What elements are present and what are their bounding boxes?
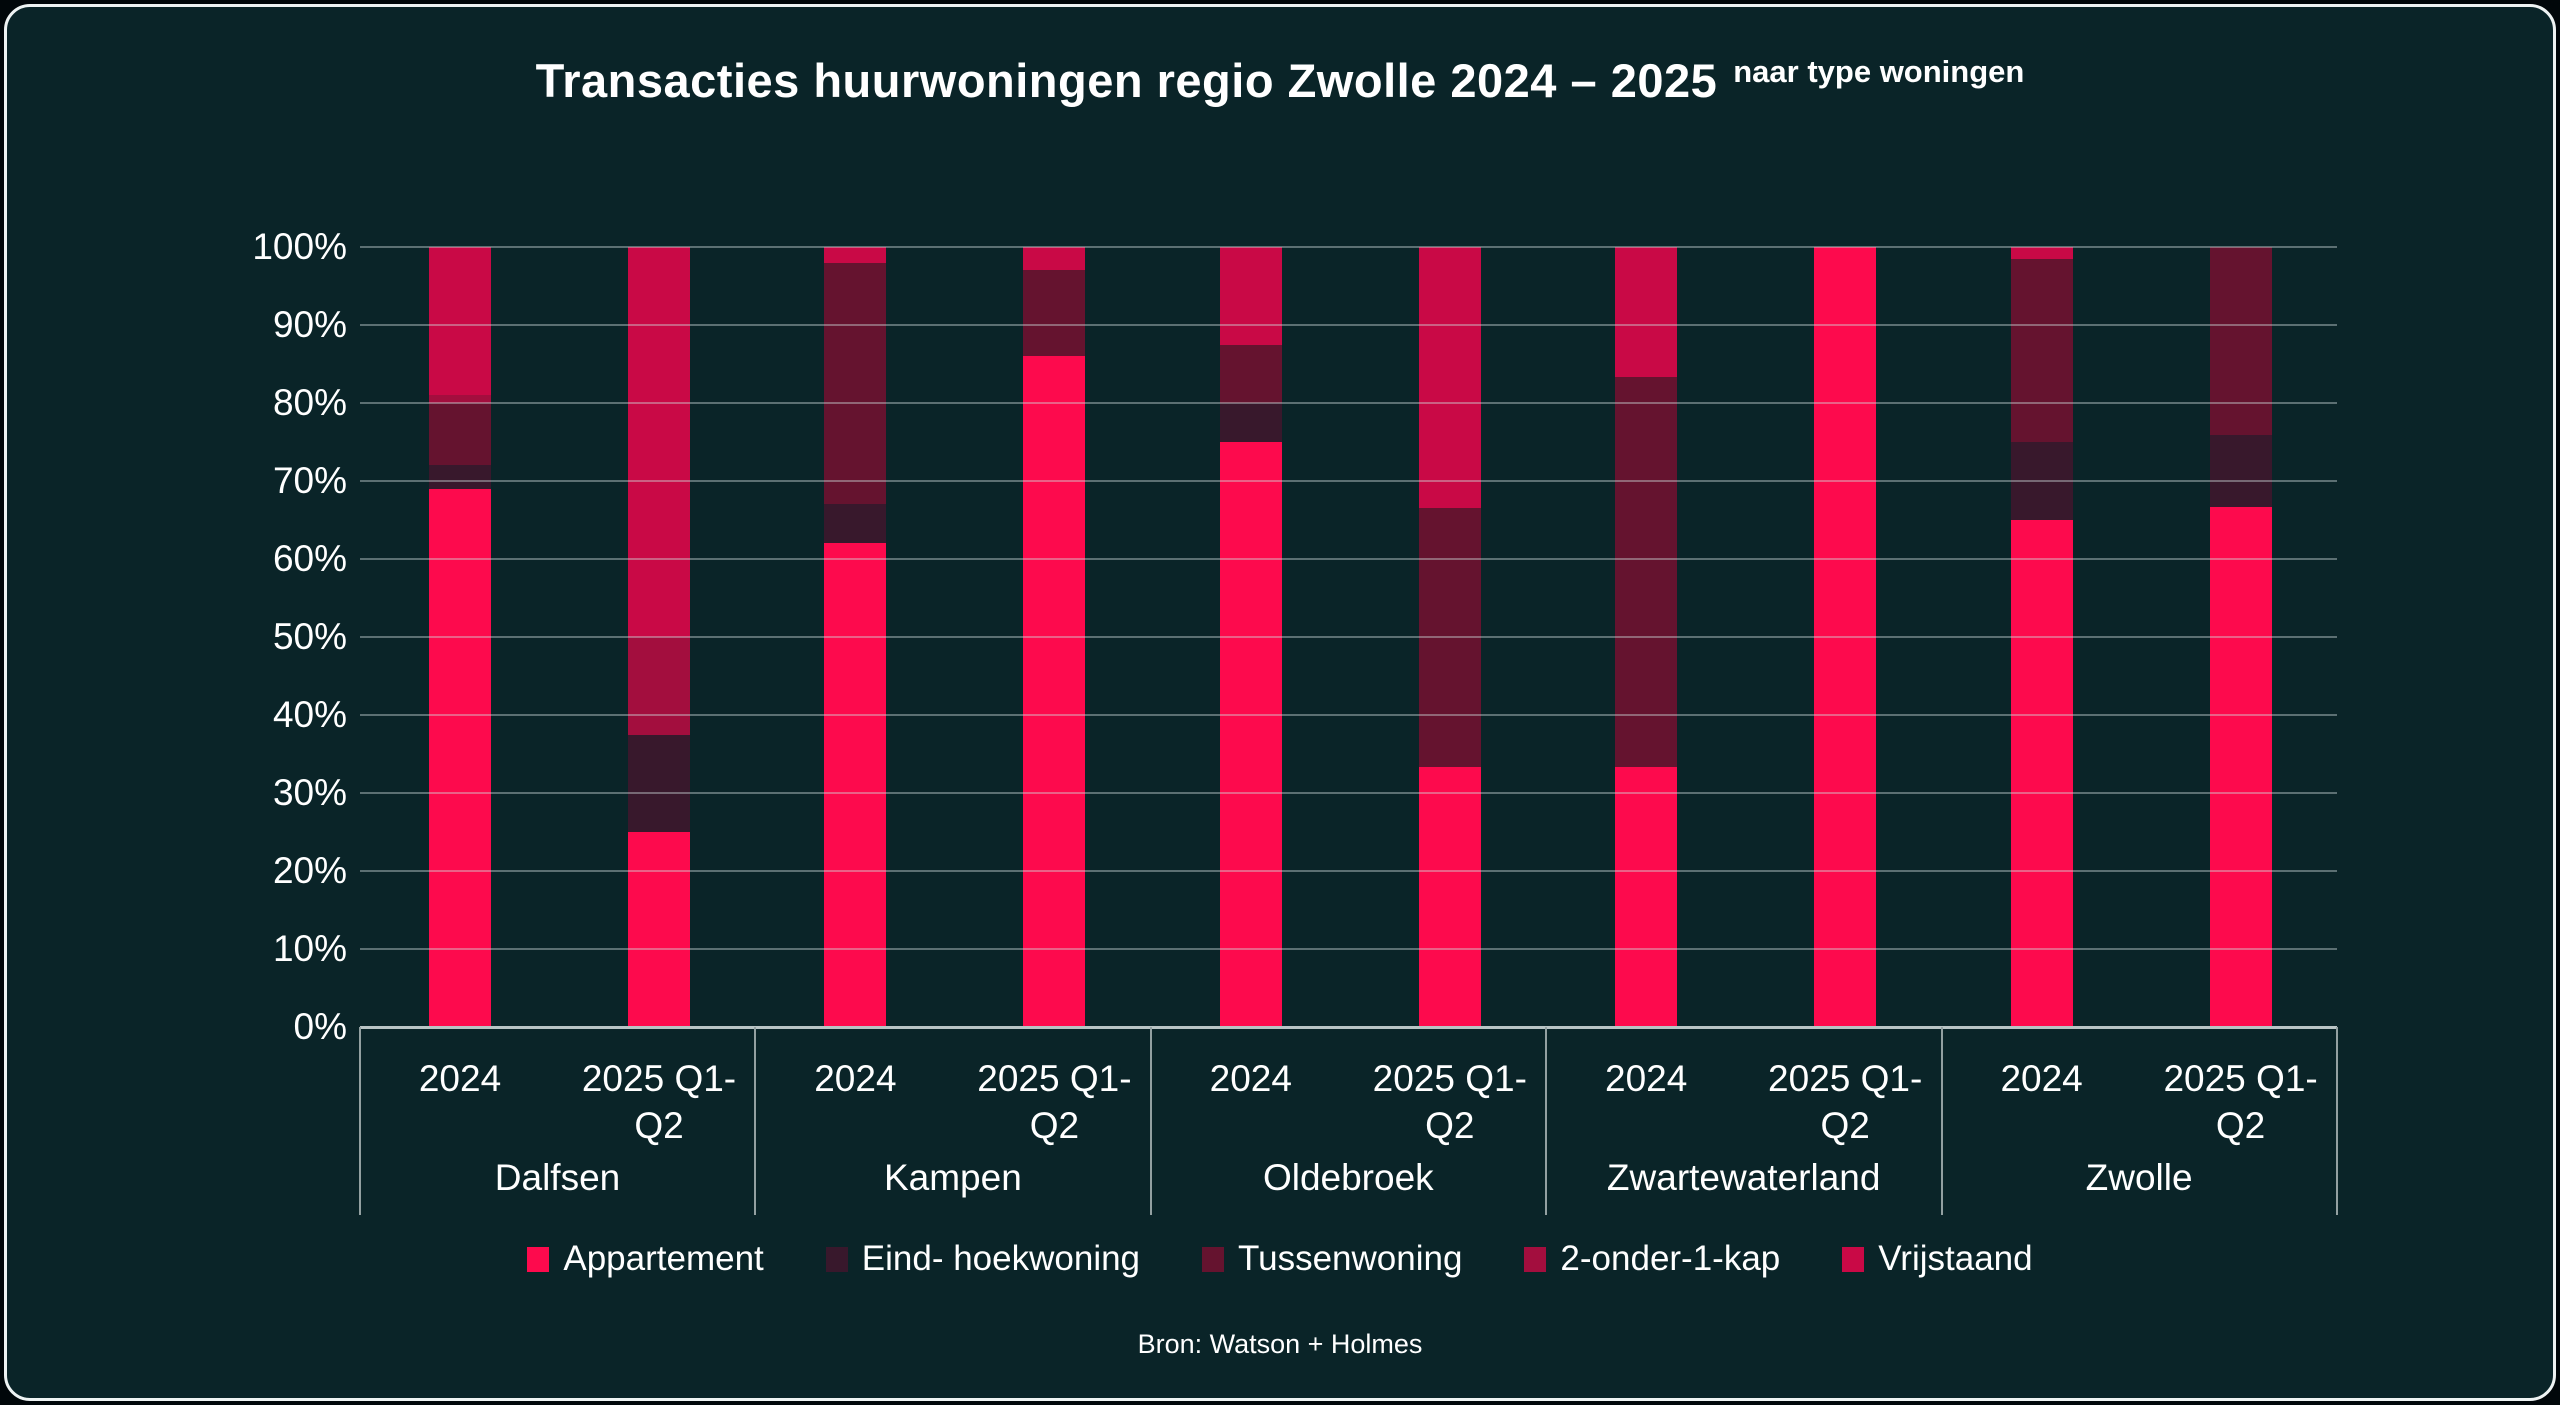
bar-segment-tussenwoning [2209,247,2272,435]
x-axis-group-label-zwolle: Zwolle [2085,1157,2193,1198]
legend-item-tussenwoning: Tussenwoning [1202,1239,1462,1279]
bar-segment-tussenwoning [824,262,887,505]
bar-segment-2-onder-1-kap [628,637,690,735]
x-axis-group-label-dalfsen: Dalfsen [494,1157,621,1198]
y-axis-tick-label: 90% [272,304,347,345]
legend-item-2-onder-1-kap: 2-onder-1-kap [1524,1239,1780,1279]
x-axis-period-label: 2024 [1209,1058,1292,1099]
legend-item-vrijstaand: Vrijstaand [1842,1239,2033,1279]
x-axis-period-label: 2025 Q1- Q2 [2163,1058,2318,1146]
bar-segment-tussenwoning [1023,270,1086,357]
bar-oldebroek-2025-q1-q2 [1418,247,1481,1027]
bar-dalfsen-2025-q1-q2 [628,247,690,1027]
bar-segment-appartement [1219,442,1282,1027]
chart-legend: Appartement Eind- hoekwoning Tussenwoning 2… [7,1233,2553,1285]
bar-segment-tussenwoning [1219,344,1282,403]
x-axis-period-label: 2024 [1605,1058,1688,1099]
legend-swatch-appartement [527,1246,550,1272]
y-axis-tick-label: 70% [272,460,347,501]
x-axis-group-label-oldebroek: Oldebroek [1262,1157,1434,1198]
x-axis-period-label: 2024 [814,1058,897,1099]
x-axis-period-label: 2025 Q1- Q2 [1768,1058,1923,1146]
bar-kampen-2024 [824,247,887,1027]
bar-segment-vrijstaand [429,247,491,396]
x-axis-period-label: 2025 Q1- Q2 [1372,1058,1527,1146]
bar-segment-eind-hoekwoning [1219,403,1282,442]
bar-segment-vrijstaand [1615,247,1678,378]
legend-swatch-eind-hoekwoning [825,1246,848,1272]
bar-zwartewaterland-2024 [1615,247,1678,1027]
legend-label: 2-onder-1-kap [1560,1239,1781,1278]
bar-segment-appartement [1023,356,1086,1027]
bar-dalfsen-2024 [429,247,491,1027]
legend-swatch-vrijstaand [1842,1246,1865,1272]
y-axis-tick-label: 100% [252,226,347,267]
chart-title: Transacties huurwoningen regio Zwolle 20… [535,54,1718,107]
chart-title-suffix: naar type woningen [1733,54,2025,89]
y-axis-tick-label: 30% [272,772,347,813]
chart-card: Transacties huurwoningen regio Zwolle 20… [4,4,2556,1401]
bar-segment-appartement [2010,519,2073,1027]
legend-item-appartement: Appartement [527,1239,764,1279]
bar-oldebroek-2024 [1219,247,1282,1027]
bar-segment-eind-hoekwoning [2209,434,2272,507]
legend-label: Vrijstaand [1878,1239,2033,1278]
bar-segment-2-onder-1-kap [429,395,491,403]
y-axis-tick-label: 40% [272,694,347,735]
bar-segment-appartement [1814,247,1877,1027]
bar-segment-appartement [1615,767,1678,1027]
bar-segment-vrijstaand [824,247,887,263]
bar-segment-vrijstaand [1219,247,1282,345]
source-note: Bron: Watson + Holmes [1137,1329,1423,1359]
stacked-bar-chart: 100% 90% 80% 70% 60% 50% 40% 30% 20% 10% 0% 2024 202… [7,7,2553,1398]
bar-zwartewaterland-2025-q1-q2 [1814,247,1877,1027]
bar-segment-eind-hoekwoning [628,734,690,832]
bar-segment-vrijstaand [1023,247,1086,271]
legend-label: Eind- hoekwoning [861,1239,1141,1278]
bar-segment-tussenwoning [429,402,491,466]
bar-segment-eind-hoekwoning [429,465,491,489]
y-axis-tick-label: 80% [272,382,347,423]
bar-segment-tussenwoning [1418,507,1481,768]
bar-segment-tussenwoning [2010,258,2073,442]
bar-segment-tussenwoning [1615,377,1678,768]
x-axis-period-label: 2024 [418,1058,502,1099]
x-axis-period-label: 2024 [2000,1058,2083,1099]
bar-segment-appartement [429,488,491,1027]
y-axis-tick-label: 50% [272,616,347,657]
bar-segment-appartement [1418,767,1481,1027]
x-axis-period-label: 2025 Q1- Q2 [581,1058,737,1146]
y-axis-tick-label: 10% [272,928,347,969]
bar-segment-vrijstaand [1418,247,1481,508]
bar-zwolle-2025-q1-q2 [2209,247,2272,1027]
bar-segment-appartement [628,832,690,1027]
bar-segment-vrijstaand [628,247,690,637]
x-axis-period-label: 2025 Q1- Q2 [977,1058,1132,1146]
bar-segment-eind-hoekwoning [824,504,887,544]
x-axis-group-label-kampen: Kampen [883,1157,1022,1198]
bar-zwolle-2024 [2010,247,2073,1027]
legend-swatch-2-onder-1-kap [1524,1246,1547,1272]
legend-label: Appartement [563,1239,764,1278]
bar-kampen-2025-q1-q2 [1023,247,1086,1027]
legend-swatch-tussenwoning [1202,1246,1225,1272]
y-axis-tick-label: 20% [272,850,347,891]
y-axis-tick-label: 0% [293,1006,347,1047]
page-title: Transacties huurwoningen regio Zwolle 20… [7,53,2553,108]
legend-item-eind-hoekwoning: Eind- hoekwoning [825,1239,1141,1279]
x-axis-group-label-zwartewaterland: Zwartewaterland [1606,1157,1881,1198]
bar-segment-appartement [2209,506,2272,1027]
bar-segment-eind-hoekwoning [2010,441,2073,520]
y-axis-tick-label: 60% [272,538,347,579]
legend-label: Tussenwoning [1238,1239,1463,1278]
bar-segment-vrijstaand [2010,247,2073,259]
bar-segment-appartement [824,543,887,1027]
